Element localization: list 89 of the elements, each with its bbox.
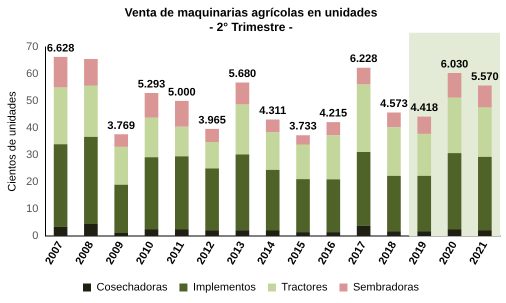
y-tick-label: 40 [26,122,38,134]
total-label: 4.311 [259,105,286,118]
bar [478,156,492,231]
bar [448,73,462,98]
bar [174,156,189,230]
bar [205,230,219,236]
chart-title: Venta de maquinarias agrícolas en unidades [124,6,378,20]
bar [114,232,128,236]
chart-subtitle: - 2° Trimestre - [209,20,293,34]
y-tick-label: 20 [26,176,38,188]
bar [266,132,280,170]
bar [326,232,340,236]
bar [387,176,401,232]
bar [296,144,310,180]
total-label: 5.293 [138,78,166,91]
total-label: 3.733 [289,120,317,133]
bar [356,152,370,226]
bar [54,56,68,88]
bar [448,229,462,236]
total-label: 6.628 [46,42,74,54]
bar [174,100,189,127]
bar [448,153,462,230]
legend-label: Implementos [192,282,256,294]
legend-label: Sembradoras [352,282,420,294]
total-label: 3.769 [107,120,135,132]
total-label: 5.000 [168,86,196,98]
bar [174,126,189,156]
bar [417,231,432,236]
total-label: 4.573 [380,98,408,110]
bar [387,231,401,236]
bar [205,168,219,230]
bar [478,107,492,157]
bar [114,184,128,233]
total-label: 6.030 [440,58,468,71]
bar [356,68,370,84]
bar [478,85,492,108]
bar [266,120,280,132]
bar [296,232,310,236]
bar [417,116,432,134]
bar [236,154,250,230]
bar [236,230,250,236]
bar [174,229,189,236]
bar [84,224,98,236]
bar [114,134,128,147]
bar [236,104,250,154]
y-tick-label: 50 [26,94,38,107]
bar [54,144,68,227]
bar [84,58,98,86]
total-label: 5.680 [228,68,256,80]
y-tick-label: 70 [26,40,38,53]
total-label: 3.965 [198,114,226,126]
bar [448,98,462,154]
bar [114,146,128,185]
y-tick-label: 0 [32,230,38,242]
total-label: 4.418 [410,102,438,114]
total-label: 4.215 [320,108,348,120]
bar [205,142,219,169]
y-tick-label: 60 [26,68,38,80]
bar [356,84,370,152]
bar [54,87,68,144]
bar [326,122,340,136]
bar [296,179,310,232]
bar [326,135,340,180]
bar [266,230,280,236]
bar [144,157,158,230]
bar [144,118,158,158]
bar [326,179,340,232]
bar [417,176,432,232]
bar [356,226,370,236]
bar [54,226,68,236]
bar [266,170,280,231]
bar [387,127,401,176]
legend-label: Tractores [281,282,328,294]
total-label: 6.228 [350,53,378,66]
bar [236,82,250,104]
y-axis-title: Cientos de unidades [6,90,19,192]
bar [205,128,219,142]
legend-label: Cosechadoras [96,282,168,294]
bar [417,134,432,176]
y-tick-label: 10 [26,203,38,216]
bar [387,112,401,128]
bar [478,230,492,236]
bar [84,136,98,224]
bar [84,85,98,137]
y-tick-label: 30 [26,149,38,162]
bar [144,229,158,236]
bar [144,92,158,118]
bar [296,135,310,144]
total-label: 5.570 [471,71,499,84]
